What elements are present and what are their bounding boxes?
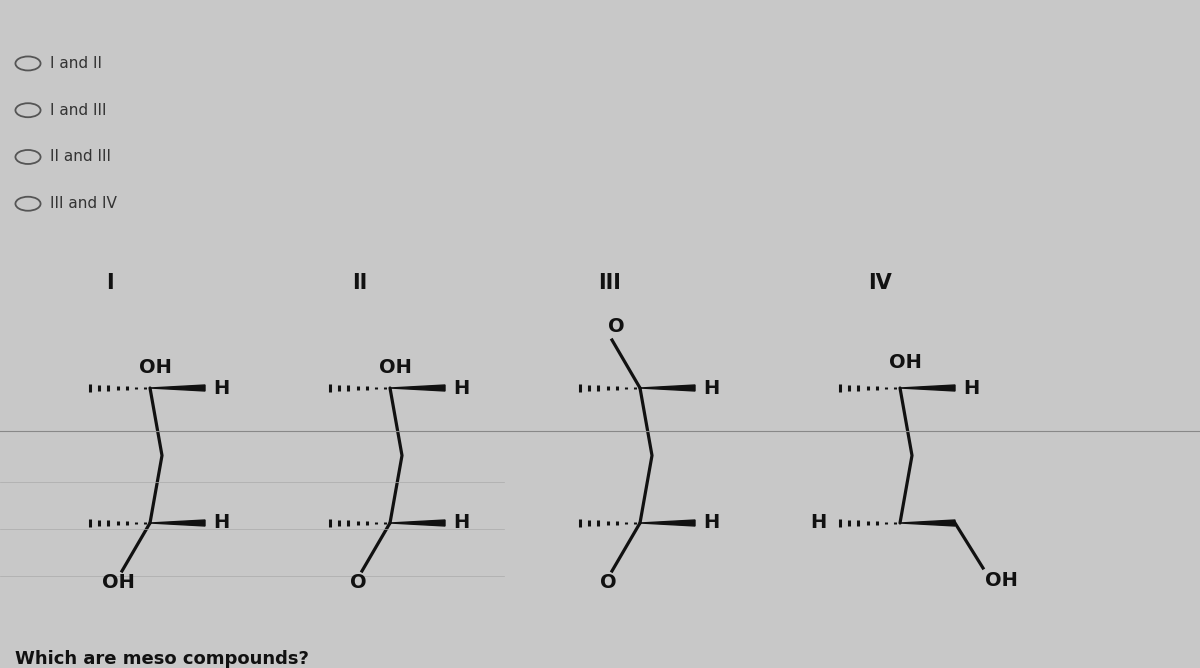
Text: IV: IV <box>868 273 892 293</box>
Text: O: O <box>600 574 617 593</box>
Text: OH: OH <box>985 572 1018 591</box>
Text: H: H <box>214 379 229 397</box>
Text: OH: OH <box>102 574 134 593</box>
Text: OH: OH <box>888 353 922 372</box>
Text: H: H <box>454 514 469 532</box>
Text: O: O <box>349 574 366 593</box>
Text: H: H <box>214 514 229 532</box>
Text: I and III: I and III <box>50 103 107 118</box>
Text: H: H <box>703 379 719 397</box>
Text: Which are meso compounds?: Which are meso compounds? <box>14 650 308 668</box>
Text: H: H <box>703 514 719 532</box>
Text: III: III <box>599 273 622 293</box>
Text: II and III: II and III <box>50 150 112 164</box>
Text: OH: OH <box>138 358 172 377</box>
Text: O: O <box>607 317 624 335</box>
Polygon shape <box>640 385 695 391</box>
Text: H: H <box>964 379 979 397</box>
Text: I and II: I and II <box>50 56 102 71</box>
Polygon shape <box>900 520 955 526</box>
Text: I: I <box>106 273 114 293</box>
Polygon shape <box>640 520 695 526</box>
Text: II: II <box>353 273 367 293</box>
Polygon shape <box>390 520 445 526</box>
Text: H: H <box>811 514 827 532</box>
Text: OH: OH <box>378 358 412 377</box>
Polygon shape <box>150 520 205 526</box>
Polygon shape <box>900 385 955 391</box>
Polygon shape <box>390 385 445 391</box>
Text: III and IV: III and IV <box>50 196 116 211</box>
Polygon shape <box>150 385 205 391</box>
Text: H: H <box>454 379 469 397</box>
